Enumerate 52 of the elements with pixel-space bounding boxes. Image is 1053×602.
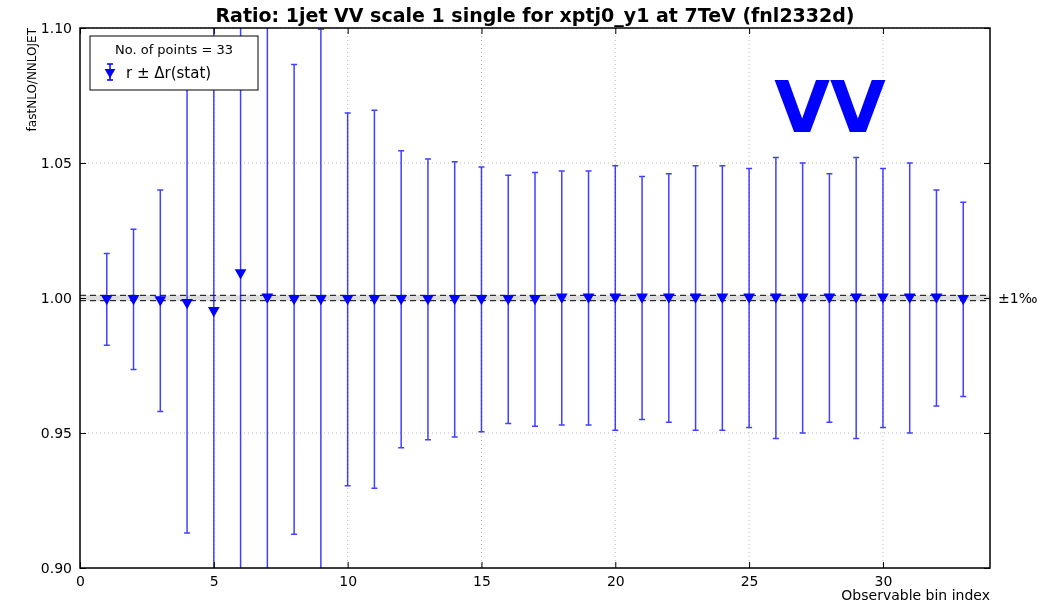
point xyxy=(475,294,488,306)
y-tick-label: 0.95 xyxy=(40,424,72,441)
point xyxy=(207,307,220,318)
x-tick-label: 15 xyxy=(473,572,491,589)
point xyxy=(662,293,675,304)
point xyxy=(422,294,434,306)
point xyxy=(315,294,327,306)
point xyxy=(502,294,515,306)
point xyxy=(529,294,541,306)
chart-title: Ratio: 1jet VV scale 1 single for xptj0_y1 at 7TeV (fnl2332d) xyxy=(215,4,855,27)
point xyxy=(743,293,755,304)
point xyxy=(770,293,782,304)
point xyxy=(234,269,247,280)
point xyxy=(582,293,595,304)
point xyxy=(689,293,702,304)
legend-label: r ± Δr(stat) xyxy=(126,64,212,82)
point xyxy=(850,293,863,304)
point xyxy=(716,293,729,304)
point xyxy=(877,293,889,304)
point xyxy=(903,293,916,304)
y-axis-title: fastNLO/NNLOJET xyxy=(25,27,39,132)
point xyxy=(288,294,300,306)
point xyxy=(341,294,354,306)
point xyxy=(609,293,622,304)
y-tick-label: 1.05 xyxy=(40,154,72,171)
point xyxy=(636,293,648,304)
point xyxy=(154,296,167,307)
point xyxy=(930,293,943,304)
point xyxy=(261,293,274,304)
point xyxy=(181,299,193,310)
legend-title: No. of points = 33 xyxy=(114,42,234,57)
y-tick-label: 1.10 xyxy=(40,19,72,36)
point xyxy=(448,294,461,306)
x-axis-title: Observable bin index xyxy=(841,587,990,602)
x-tick-label: 0 xyxy=(76,572,85,589)
point xyxy=(368,294,381,306)
point xyxy=(823,293,836,304)
y-tick-label: 0.90 xyxy=(40,559,72,576)
point xyxy=(395,294,408,306)
point xyxy=(957,294,970,306)
annotation: VV xyxy=(774,65,886,149)
y-tick-label: 1.00 xyxy=(40,289,72,306)
point xyxy=(100,294,113,306)
x-tick-label: 10 xyxy=(339,572,358,589)
point xyxy=(555,293,568,304)
x-tick-label: 25 xyxy=(740,572,759,589)
point xyxy=(127,294,140,306)
x-tick-label: 30 xyxy=(874,572,893,589)
x-tick-label: 20 xyxy=(606,572,625,589)
x-tick-label: 5 xyxy=(209,572,219,589)
band-label: ±1‰ xyxy=(998,290,1038,306)
point xyxy=(796,293,809,304)
